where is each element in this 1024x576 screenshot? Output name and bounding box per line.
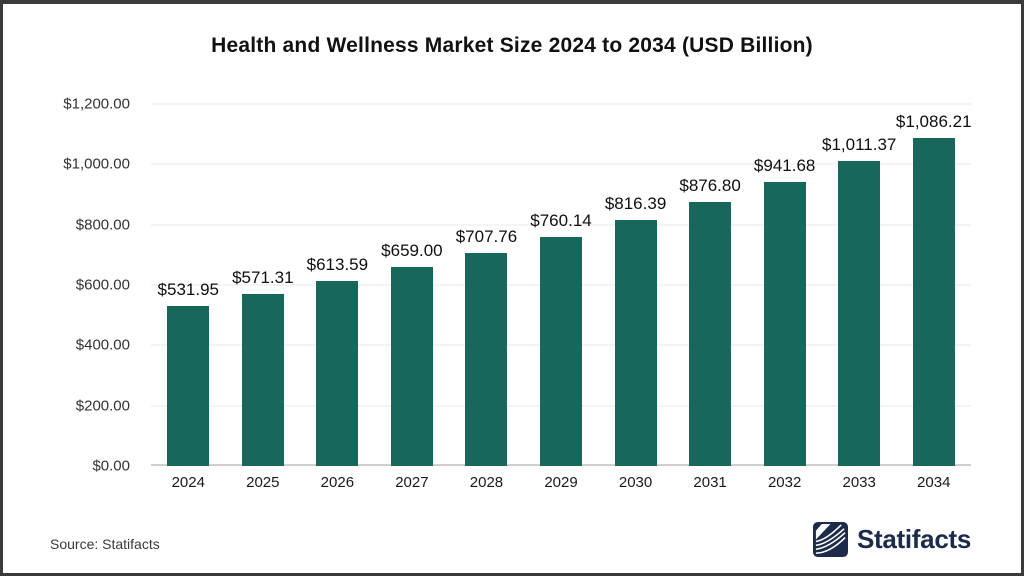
- bar: $707.76: [456, 227, 517, 466]
- gridline: [151, 163, 971, 166]
- y-tick-label: $1,000.00: [63, 155, 130, 173]
- bar-value-label: $571.31: [232, 267, 294, 287]
- brand-logo: Statifacts: [812, 522, 971, 557]
- y-axis: $0.00 $200.00 $400.00 $600.00 $800.00 $1,000.…: [3, 96, 130, 475]
- x-tick-label: 2024: [171, 474, 205, 491]
- x-tick-label: 2034: [917, 474, 951, 491]
- y-tick-label: $1,200.00: [63, 95, 130, 113]
- x-tick-label: 2028: [469, 474, 504, 491]
- bar-value-label: $531.95: [157, 279, 219, 299]
- bar: $1,086.21: [896, 112, 972, 466]
- y-tick-label: $600.00: [75, 276, 130, 294]
- source-label: Source: Statifacts: [50, 536, 160, 552]
- bars-group: $531.95 $571.31 $613.59 $659.00 $707.76 $760.…: [151, 104, 972, 466]
- bar-column: $876.80: [673, 104, 748, 466]
- page-title: Health and Wellness Market Size 2024 to …: [211, 34, 813, 57]
- x-tick-label: 2030: [618, 474, 653, 491]
- bar-value-label: $760.14: [530, 210, 592, 230]
- bar-column: $659.00: [375, 104, 450, 466]
- x-axis: 2024 2025 2026 2027 2028 2029 2030 2031 2032 2033…: [151, 474, 971, 491]
- bar: $571.31: [232, 268, 294, 466]
- bar-column: $1,086.21: [896, 104, 972, 466]
- plot-area: $531.95 $571.31 $613.59 $659.00 $707.76 $760.…: [151, 103, 972, 466]
- bar-value-label: $1,011.37: [822, 134, 897, 154]
- y-tick-label: $0.00: [92, 457, 130, 475]
- y-tick-label: $200.00: [75, 397, 130, 415]
- x-tick-label: 2029: [544, 474, 578, 491]
- bar-column: $707.76: [449, 104, 524, 466]
- bar: $760.14: [530, 211, 592, 466]
- bar-value-label: $659.00: [381, 241, 443, 261]
- bar-value-label: $941.68: [753, 155, 816, 175]
- bar-column: $613.59: [300, 104, 375, 466]
- x-tick-label: 2026: [320, 474, 355, 491]
- x-tick-label: 2025: [246, 474, 280, 491]
- bar: $659.00: [381, 241, 443, 466]
- bar-column: $816.39: [598, 104, 673, 466]
- statifacts-waves-icon: [812, 522, 848, 557]
- x-tick-label: 2027: [395, 474, 429, 491]
- bar-column: $941.68: [747, 104, 822, 466]
- bar: $613.59: [307, 255, 368, 466]
- y-tick-label: $800.00: [75, 216, 130, 234]
- bar-value-label: $816.39: [604, 193, 667, 213]
- x-tick-label: 2031: [693, 474, 727, 491]
- gridline: [151, 103, 971, 105]
- brand-name: Statifacts: [856, 524, 971, 554]
- bar-column: $571.31: [226, 104, 301, 466]
- x-tick-label: 2033: [842, 474, 876, 491]
- gridline: [151, 223, 971, 226]
- bar-column: $760.14: [524, 104, 599, 466]
- bar: $531.95: [158, 280, 219, 466]
- bar-value-label: $613.59: [306, 254, 369, 274]
- bar: $1,011.37: [822, 135, 896, 466]
- bar: $876.80: [679, 176, 741, 466]
- y-tick-label: $400.00: [75, 336, 130, 354]
- bar-value-label: $876.80: [679, 175, 741, 195]
- bar: $816.39: [605, 194, 666, 466]
- bar-value-label: $1,086.21: [895, 112, 972, 132]
- bar: $941.68: [754, 156, 815, 466]
- bar-column: $531.95: [151, 104, 226, 466]
- bar-column: $1,011.37: [822, 104, 897, 466]
- x-tick-label: 2032: [767, 474, 802, 491]
- bar-value-label: $707.76: [455, 226, 518, 246]
